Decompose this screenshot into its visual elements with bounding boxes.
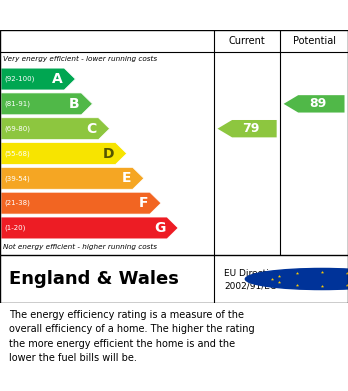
Text: (92-100): (92-100) <box>4 76 34 82</box>
Circle shape <box>245 269 348 290</box>
Polygon shape <box>1 143 127 165</box>
Polygon shape <box>284 95 345 113</box>
Polygon shape <box>1 118 110 140</box>
Text: England & Wales: England & Wales <box>9 270 179 288</box>
Text: (69-80): (69-80) <box>4 126 30 132</box>
Text: G: G <box>154 221 165 235</box>
Text: (39-54): (39-54) <box>4 175 30 181</box>
Polygon shape <box>1 68 75 90</box>
Polygon shape <box>1 217 178 239</box>
Polygon shape <box>218 120 277 137</box>
Text: C: C <box>86 122 97 136</box>
Text: The energy efficiency rating is a measure of the
overall efficiency of a home. T: The energy efficiency rating is a measur… <box>9 310 254 363</box>
Text: E: E <box>121 171 131 185</box>
Text: D: D <box>102 147 114 160</box>
Text: Very energy efficient - lower running costs: Very energy efficient - lower running co… <box>3 56 158 62</box>
Polygon shape <box>1 192 161 214</box>
Polygon shape <box>1 167 144 189</box>
Text: Energy Efficiency Rating: Energy Efficiency Rating <box>9 7 230 23</box>
Text: (55-68): (55-68) <box>4 150 30 157</box>
Text: (1-20): (1-20) <box>4 225 25 231</box>
Text: 2002/91/EC: 2002/91/EC <box>224 282 277 291</box>
Text: 89: 89 <box>309 97 326 110</box>
Text: B: B <box>69 97 80 111</box>
Text: Current: Current <box>229 36 266 46</box>
Text: Not energy efficient - higher running costs: Not energy efficient - higher running co… <box>3 244 158 250</box>
Text: (81-91): (81-91) <box>4 100 30 107</box>
Text: EU Directive: EU Directive <box>224 269 280 278</box>
Text: Potential: Potential <box>293 36 335 46</box>
Text: 79: 79 <box>242 122 259 135</box>
Text: F: F <box>139 196 148 210</box>
Text: A: A <box>52 72 63 86</box>
Text: (21-38): (21-38) <box>4 200 30 206</box>
Polygon shape <box>1 93 93 115</box>
